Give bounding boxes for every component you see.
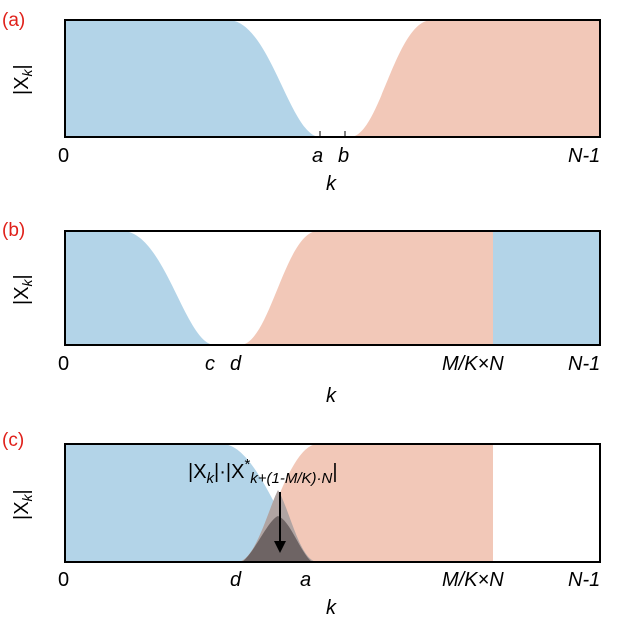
plot-frame (64, 19, 601, 138)
x-label: k (326, 597, 337, 619)
tick-0: 0 (58, 353, 69, 375)
y-label: |Xk| (11, 489, 35, 520)
panel-label-a: (a) (2, 10, 25, 31)
blue-region-right (493, 231, 600, 345)
tick-b: b (338, 145, 349, 167)
tick-end: N-1 (568, 353, 600, 375)
y-label: |Xk| (11, 64, 35, 95)
panel-b: (b) |Xk| 0 c d M/K×N N-1 k (2, 220, 601, 407)
tick-d: d (230, 353, 242, 375)
x-label: k (326, 385, 337, 407)
y-label: |Xk| (11, 274, 35, 305)
blue-region (65, 444, 318, 562)
tick-mkn: M/K×N (442, 569, 504, 591)
tick-end: N-1 (568, 569, 600, 591)
tick-0: 0 (58, 145, 69, 167)
annotation-formula: |Xk|·|X*k+(1-M/K)·N| (188, 456, 338, 487)
panel-a: (a) |Xk| 0 a b N-1 k (2, 10, 601, 195)
panel-label-b: (b) (2, 220, 25, 241)
tick-d: d (230, 569, 242, 591)
blue-region (65, 20, 320, 137)
panel-c: (c) |Xk|·|X*k+(1-M/K)·N| |Xk| 0 d a M/K×… (2, 430, 601, 619)
tick-mkn: M/K×N (442, 353, 504, 375)
tick-end: N-1 (568, 145, 600, 167)
pink-region (237, 444, 493, 562)
plot-frame (64, 230, 601, 346)
blue-region (65, 231, 215, 345)
pink-region (240, 231, 493, 345)
panel-label-c: (c) (2, 430, 24, 451)
plot-frame (64, 443, 601, 563)
arrow-down-icon (274, 541, 286, 553)
tick-a: a (300, 569, 311, 591)
pink-region (350, 20, 600, 137)
tick-c: c (205, 353, 215, 375)
tick-0: 0 (58, 569, 69, 591)
product-region (242, 516, 312, 562)
x-label: k (326, 173, 337, 195)
tick-a: a (312, 145, 323, 167)
